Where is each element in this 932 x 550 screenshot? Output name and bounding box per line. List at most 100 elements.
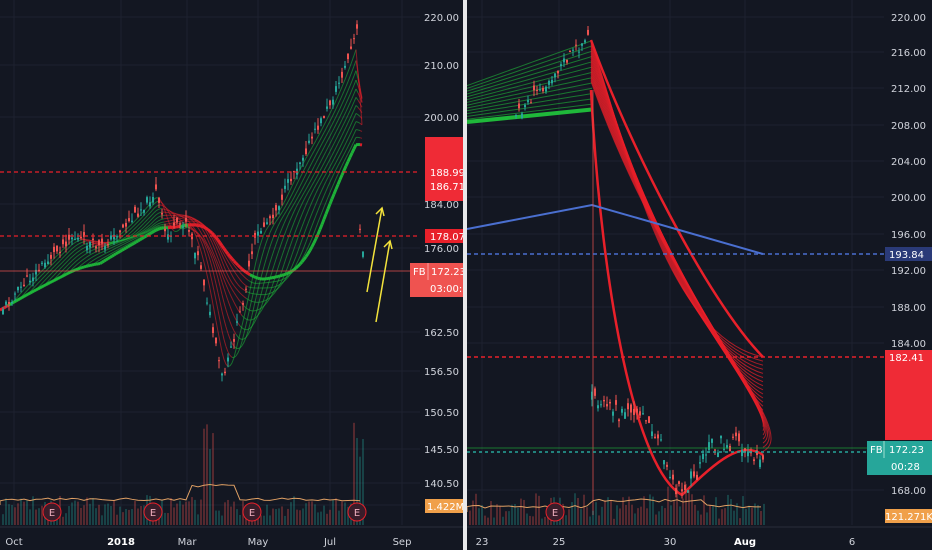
right-chart-svg[interactable]: E220.00216.00212.00208.00204.00200.00196… — [467, 0, 932, 550]
candle-body — [137, 213, 139, 217]
ribbon-segment — [329, 116, 333, 122]
ribbon-segment — [83, 257, 87, 260]
ribbon-segment — [263, 292, 267, 299]
candle-body — [218, 360, 220, 362]
ribbon-segment — [67, 266, 71, 270]
candle-body — [578, 51, 580, 53]
ribbon-segment — [313, 154, 317, 159]
ribbon-segment — [0, 307, 3, 312]
ribbon-segment — [81, 251, 85, 254]
candle-body — [239, 311, 241, 313]
ribbon-segment — [137, 238, 141, 243]
candle-body — [557, 70, 559, 74]
ribbon-segment — [109, 242, 113, 245]
ribbon-segment — [313, 203, 317, 209]
candle-body — [95, 246, 97, 249]
candle-body — [161, 212, 163, 215]
volume-bar — [2, 514, 4, 525]
ribbon-segment — [311, 208, 315, 214]
ribbon-segment — [151, 216, 155, 220]
volume-bar — [571, 502, 573, 525]
ribbon-segment — [277, 247, 281, 254]
candle-body — [609, 401, 611, 404]
ribbon-segment — [93, 258, 97, 261]
ribbon-segment — [51, 274, 55, 278]
left-chart-svg[interactable]: E E E E220.00210.00200.00184.00176.00162.50… — [0, 0, 463, 550]
volume-bar — [35, 509, 37, 525]
ribbon-segment — [319, 143, 323, 148]
candle-body — [666, 464, 668, 467]
ribbon-segment — [53, 278, 57, 282]
volume-bar — [272, 508, 274, 525]
ribbon-segment — [347, 149, 351, 154]
ribbon-segment — [319, 150, 323, 156]
ribbon-segment — [307, 188, 311, 193]
ribbon-segment — [25, 289, 29, 293]
ribbon-segment — [333, 178, 337, 184]
ribbon-segment — [294, 265, 300, 270]
ribbon-segment — [223, 319, 227, 328]
ribbon-line — [467, 82, 593, 109]
candle-body — [539, 89, 541, 91]
candle-body — [702, 453, 704, 460]
ribbon-segment — [55, 277, 59, 281]
ribbon-segment — [185, 226, 189, 229]
ribbon-segment — [125, 236, 129, 239]
ribbon-segment — [281, 202, 285, 207]
ribbon-segment — [307, 166, 311, 171]
panel-divider[interactable] — [463, 0, 467, 550]
ribbon-segment — [303, 241, 307, 248]
ribbon-segment — [83, 253, 87, 256]
price-axis-tick: 140.50 — [424, 479, 459, 490]
ribbon-segment — [159, 218, 163, 221]
ribbon-segment — [241, 288, 245, 291]
ribbon-segment — [345, 130, 349, 136]
candle-body — [705, 454, 707, 456]
ribbon-segment — [135, 221, 139, 224]
time-axis-tick: Aug — [734, 537, 756, 548]
ribbon-segment — [213, 238, 217, 243]
candle-body — [311, 136, 313, 139]
ribbon-segment — [297, 177, 301, 183]
ribbon-segment — [315, 181, 319, 186]
ribbon-segment — [47, 274, 51, 278]
ribbon-segment — [133, 233, 137, 236]
ribbon-segment — [63, 258, 67, 262]
ribbon-segment — [261, 305, 265, 308]
candle-body — [281, 194, 283, 200]
volume-bar — [68, 506, 70, 525]
ribbon-segment — [201, 223, 205, 226]
ribbon-segment — [33, 280, 37, 284]
candle-body — [146, 197, 148, 203]
price-axis-tick: 145.50 — [424, 445, 459, 456]
ribbon-segment — [339, 119, 343, 125]
ribbon-segment — [221, 274, 225, 280]
ribbon-segment — [155, 209, 159, 212]
candle-body — [56, 245, 58, 252]
ribbon-segment — [323, 190, 327, 196]
volume-bar — [706, 512, 708, 525]
ribbon-segment — [281, 235, 285, 242]
ribbon-segment — [37, 286, 41, 291]
ribbon-segment — [257, 245, 261, 254]
ribbon-segment — [79, 266, 83, 270]
ribbon-segment — [45, 268, 49, 272]
ribbon-segment — [239, 279, 243, 283]
left-chart-panel[interactable]: E E E E 220.00 210.00 200.00 184.00 176.00 162.50… — [0, 0, 463, 550]
right-chart-panel[interactable]: E 220.00 216.00 212.00 208.00 204.00 200.00 196… — [467, 0, 932, 550]
candle-body — [299, 162, 301, 164]
ribbon-segment — [133, 227, 137, 230]
ribbon-segment — [341, 91, 345, 96]
ribbon-segment — [277, 286, 281, 289]
ribbon-segment — [45, 276, 49, 280]
ribbon-segment — [234, 262, 240, 267]
ribbon-segment — [291, 181, 295, 187]
ribbon-segment — [259, 239, 263, 247]
volume-bar — [137, 508, 139, 525]
ribbon-segment — [77, 246, 81, 249]
candle-body — [32, 277, 34, 281]
ribbon-segment — [359, 130, 363, 132]
ribbon-segment — [151, 228, 155, 231]
ribbon-segment — [199, 235, 203, 239]
candle-body — [759, 459, 761, 468]
